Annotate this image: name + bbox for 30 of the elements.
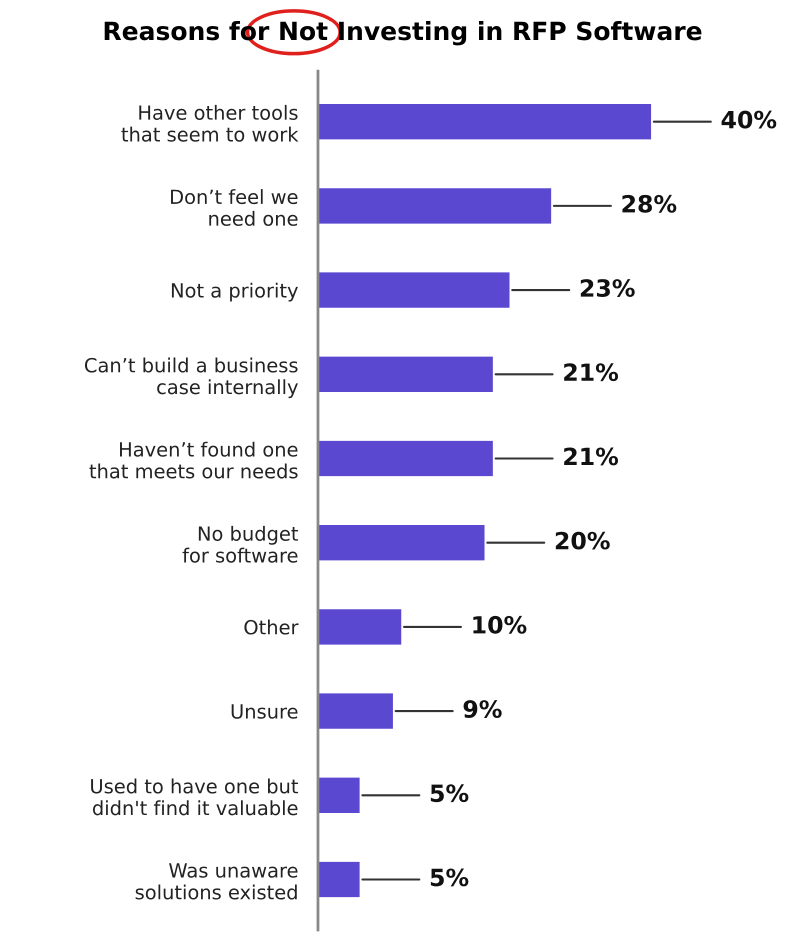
bar: [318, 693, 393, 729]
y-tick-label: No budget for software: [182, 526, 298, 563]
data-label: 28%: [622, 194, 676, 213]
y-tick-label: Used to have one but didn't find it valuable: [91, 778, 298, 816]
bar: [318, 525, 485, 560]
data-label: 5%: [430, 868, 468, 886]
bar: [318, 356, 493, 392]
data-label: 20%: [556, 532, 610, 550]
data-label: 21%: [564, 447, 618, 466]
bar: [318, 188, 552, 224]
y-tick-label: Not a priority: [172, 282, 298, 302]
y-tick-label: Haven’t found one that meets our needs: [89, 442, 298, 479]
data-label: 23%: [580, 279, 635, 297]
data-label: 21%: [564, 363, 618, 382]
bar: [318, 609, 402, 645]
y-tick-label: Other: [244, 620, 299, 635]
bar: [318, 272, 510, 308]
bar: [318, 862, 360, 898]
y-tick-label: Have other tools that seem to work: [121, 104, 298, 142]
data-label: 9%: [464, 700, 502, 718]
data-label: 40%: [722, 110, 776, 129]
bar: [318, 440, 493, 476]
data-label: 5%: [430, 784, 468, 802]
bar: [318, 104, 652, 140]
y-tick-label: Don’t feel we need one: [171, 189, 298, 226]
bar: [318, 778, 360, 813]
data-label: 10%: [473, 616, 526, 634]
y-tick-label: Was unaware solutions existed: [136, 863, 298, 900]
y-tick-label: Unsure: [232, 704, 298, 719]
y-tick-label: Can’t build a business case internally: [84, 358, 298, 398]
